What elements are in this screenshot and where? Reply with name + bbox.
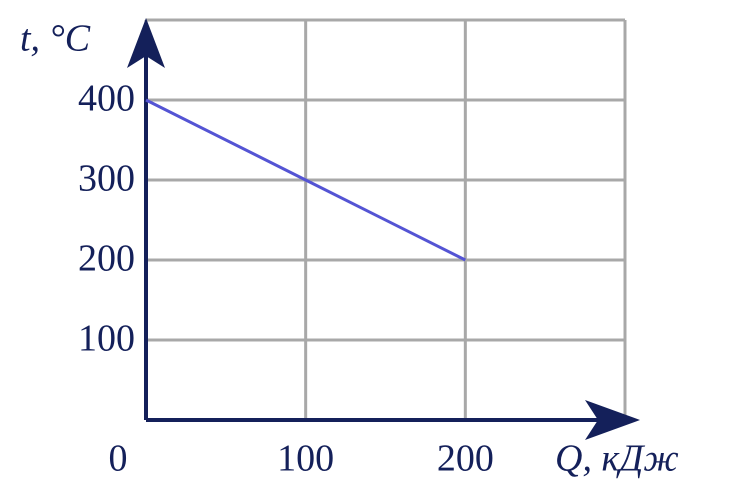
y-tick-label: 100 bbox=[78, 318, 135, 360]
y-axis-arrow bbox=[127, 18, 165, 68]
x-tick-label: 100 bbox=[277, 438, 334, 480]
data-line bbox=[145, 98, 467, 262]
y-tick-label: 400 bbox=[78, 78, 135, 120]
y-tick-label: 200 bbox=[78, 238, 135, 280]
x-tick-label: 200 bbox=[437, 438, 494, 480]
y-axis-label: t, °C bbox=[20, 18, 91, 60]
x-tick-label: 0 bbox=[109, 438, 128, 480]
y-tick-label: 300 bbox=[78, 158, 135, 200]
x-axis-arrow bbox=[585, 400, 640, 440]
x-axis-label: Q, кДж bbox=[555, 438, 679, 480]
